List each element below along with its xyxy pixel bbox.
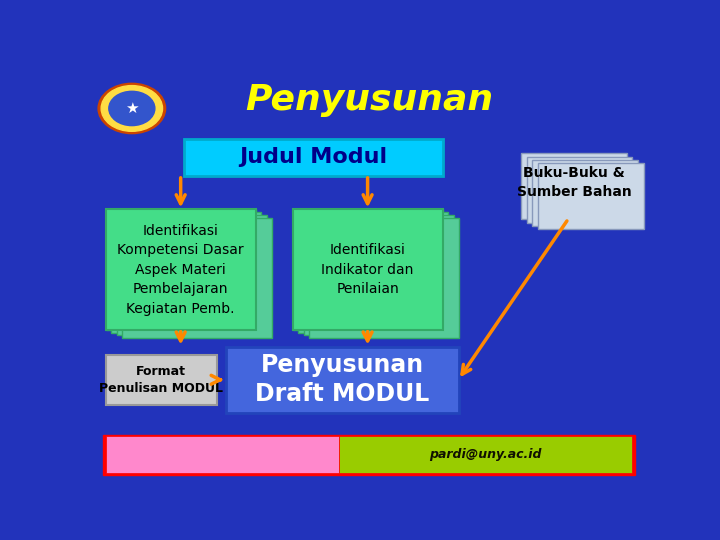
FancyBboxPatch shape	[538, 163, 644, 230]
FancyBboxPatch shape	[106, 210, 256, 329]
Text: Identifikasi
Indikator dan
Penilaian: Identifikasi Indikator dan Penilaian	[321, 243, 414, 296]
FancyBboxPatch shape	[122, 218, 272, 339]
FancyBboxPatch shape	[225, 347, 459, 413]
FancyBboxPatch shape	[111, 212, 261, 333]
Circle shape	[101, 85, 163, 131]
FancyBboxPatch shape	[106, 436, 338, 473]
FancyBboxPatch shape	[521, 153, 627, 219]
FancyBboxPatch shape	[106, 210, 256, 329]
FancyBboxPatch shape	[292, 210, 443, 329]
FancyBboxPatch shape	[533, 160, 638, 226]
FancyBboxPatch shape	[117, 215, 267, 335]
Text: Judul Modul: Judul Modul	[239, 147, 387, 167]
Text: ★: ★	[125, 101, 139, 116]
Text: Penyusunan
Draft MODUL: Penyusunan Draft MODUL	[256, 353, 430, 406]
Text: pardi@uny.ac.id: pardi@uny.ac.id	[430, 448, 542, 461]
Text: Penyusunan: Penyusunan	[245, 83, 493, 117]
FancyBboxPatch shape	[106, 355, 217, 404]
FancyBboxPatch shape	[339, 436, 632, 473]
Text: Format
Penulisan MODUL: Format Penulisan MODUL	[99, 364, 223, 395]
FancyBboxPatch shape	[304, 215, 454, 335]
FancyBboxPatch shape	[104, 435, 634, 475]
FancyBboxPatch shape	[310, 218, 459, 339]
Text: Buku-Buku &
Sumber Bahan: Buku-Buku & Sumber Bahan	[517, 166, 631, 199]
FancyBboxPatch shape	[292, 210, 443, 329]
Text: Identifikasi
Kompetensi Dasar
Aspek Materi
Pembelajaran
Kegiatan Pemb.: Identifikasi Kompetensi Dasar Aspek Mate…	[117, 224, 244, 315]
FancyBboxPatch shape	[527, 157, 632, 223]
FancyBboxPatch shape	[298, 212, 449, 333]
Circle shape	[98, 83, 166, 133]
FancyBboxPatch shape	[184, 139, 443, 176]
Circle shape	[109, 91, 155, 126]
